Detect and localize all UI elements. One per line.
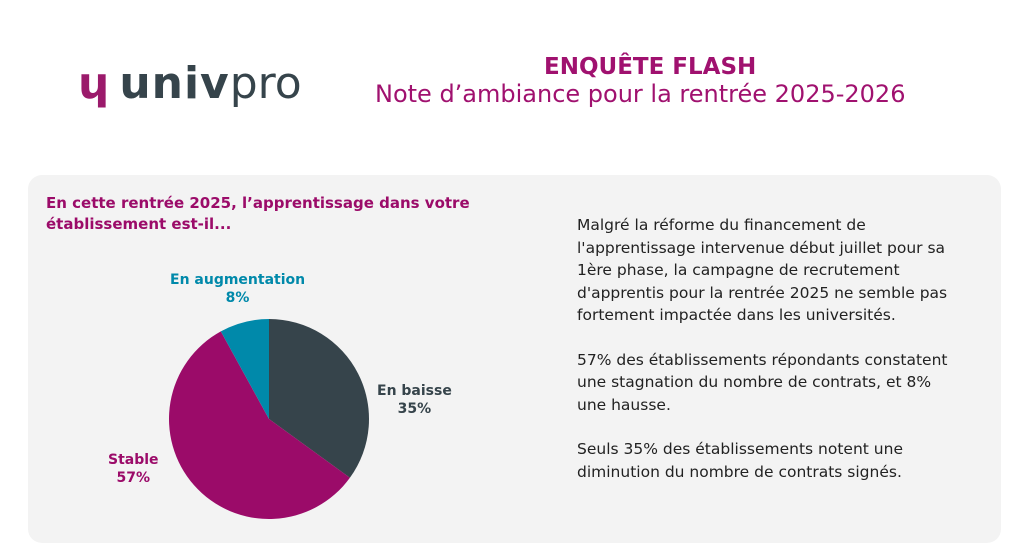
logo-text-light: pro [229,58,302,109]
logo-text-bold: univ [119,58,230,109]
header-subtitle: Note d’ambiance pour la rentrée 2025-202… [375,80,906,108]
pie-slice-en-augmentation [220,318,269,419]
label-augmentation: En augmentation 8% [170,271,305,307]
univpro-logo: ɥ univ pro [78,58,302,109]
slice-label: Stable [108,452,159,468]
slice-label: En augmentation [170,272,306,288]
paragraph-3: Seuls 35% des établissements notent une … [577,440,903,481]
pie-slice-en-baisse [269,319,369,478]
slice-value: 35% [397,401,432,417]
label-stable: Stable 57% [108,451,159,487]
pie-slice-stable [169,331,350,519]
logo-mark: ɥ [78,57,110,109]
slice-value: 57% [116,470,151,486]
chart-title: En cette rentrée 2025, l’apprentissage d… [46,194,470,233]
paragraph-1: Malgré la réforme du financement de l'ap… [577,216,948,324]
header-title: ENQUÊTE FLASH [544,54,757,80]
label-baisse: En baisse 35% [377,382,452,418]
paragraph-2: 57% des établissements répondants consta… [577,350,948,414]
slice-label: En baisse [377,383,452,399]
slice-value: 8% [225,290,250,306]
commentary: Malgré la réforme du financement de l'ap… [577,214,957,505]
